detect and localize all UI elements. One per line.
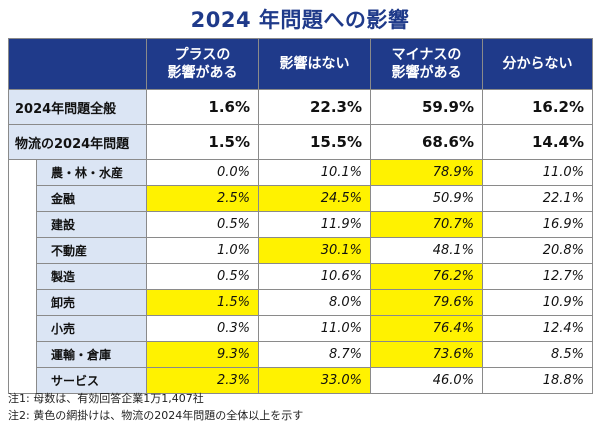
- column-header-line: 影響がある: [391, 65, 462, 81]
- value-cell: 78.9%: [370, 159, 483, 186]
- value-cell: 2.5%: [146, 185, 259, 212]
- value-cell: 0.3%: [146, 315, 259, 342]
- row-label: 建設: [36, 211, 147, 238]
- column-header: プラスの 影響がある: [146, 38, 259, 90]
- table-row: 物流の2024年問題 1.5% 15.5% 68.6% 14.4%: [8, 124, 593, 160]
- indent-cell: [8, 237, 37, 264]
- value-cell: 1.5%: [146, 124, 259, 160]
- value-cell: 68.6%: [370, 124, 483, 160]
- value-cell: 1.5%: [146, 289, 259, 316]
- value-cell: 48.1%: [370, 237, 483, 264]
- table-row: 小売 0.3% 11.0% 76.4% 12.4%: [8, 315, 593, 342]
- value-cell: 76.2%: [370, 263, 483, 290]
- row-label: 農・林・水産: [36, 159, 147, 186]
- footnotes: 注1: 母数は、有効回答企業1万1,407社 注2: 黄色の網掛けは、物流の20…: [8, 390, 592, 424]
- table-row: 建設 0.5% 11.9% 70.7% 16.9%: [8, 211, 593, 238]
- indent-cell: [8, 289, 37, 316]
- value-cell: 73.6%: [370, 341, 483, 368]
- column-header-line: 影響はない: [279, 56, 350, 72]
- row-label: 卸売: [36, 289, 147, 316]
- value-cell: 79.6%: [370, 289, 483, 316]
- row-label: 小売: [36, 315, 147, 342]
- row-label: 物流の2024年問題: [8, 124, 147, 160]
- indent-cell: [8, 159, 37, 186]
- value-cell: 10.9%: [482, 289, 593, 316]
- value-cell: 76.4%: [370, 315, 483, 342]
- indent-cell: [8, 341, 37, 368]
- table-row: 卸売 1.5% 8.0% 79.6% 10.9%: [8, 289, 593, 316]
- value-cell: 1.6%: [146, 89, 259, 125]
- value-cell: 8.5%: [482, 341, 593, 368]
- value-cell: 46.0%: [370, 367, 483, 394]
- table-row: サービス 2.3% 33.0% 46.0% 18.8%: [8, 367, 593, 394]
- column-header: 分からない: [482, 38, 593, 90]
- row-label: サービス: [36, 367, 147, 394]
- value-cell: 11.9%: [258, 211, 371, 238]
- value-cell: 18.8%: [482, 367, 593, 394]
- value-cell: 59.9%: [370, 89, 483, 125]
- indent-cell: [8, 185, 37, 212]
- value-cell: 33.0%: [258, 367, 371, 394]
- table-row: 農・林・水産 0.0% 10.1% 78.9% 11.0%: [8, 159, 593, 186]
- row-label: 金融: [36, 185, 147, 212]
- value-cell: 1.0%: [146, 237, 259, 264]
- column-header: マイナスの影響がある: [370, 38, 483, 90]
- value-cell: 22.3%: [258, 89, 371, 125]
- value-cell: 0.0%: [146, 159, 259, 186]
- value-cell: 16.9%: [482, 211, 593, 238]
- value-cell: 11.0%: [482, 159, 593, 186]
- row-label: 不動産: [36, 237, 147, 264]
- table-row: 金融 2.5% 24.5% 50.9% 22.1%: [8, 185, 593, 212]
- value-cell: 0.5%: [146, 211, 259, 238]
- value-cell: 8.7%: [258, 341, 371, 368]
- value-cell: 50.9%: [370, 185, 483, 212]
- row-label: 2024年問題全般: [8, 89, 147, 125]
- value-cell: 15.5%: [258, 124, 371, 160]
- row-label: 運輸・倉庫: [36, 341, 147, 368]
- table-row: 不動産 1.0% 30.1% 48.1% 20.8%: [8, 237, 593, 264]
- indent-cell: [8, 211, 37, 238]
- value-cell: 0.5%: [146, 263, 259, 290]
- footnote: 注2: 黄色の網掛けは、物流の2024年問題の全体以上を示す: [8, 409, 304, 422]
- value-cell: 10.6%: [258, 263, 371, 290]
- table-row: 製造 0.5% 10.6% 76.2% 12.7%: [8, 263, 593, 290]
- column-header: 影響はない: [258, 38, 371, 90]
- value-cell: 22.1%: [482, 185, 593, 212]
- table-body: 2024年問題全般 1.6% 22.3% 59.9% 16.2% 物流の2024年問題 1.…: [8, 89, 593, 394]
- value-cell: 20.8%: [482, 237, 593, 264]
- value-cell: 9.3%: [146, 341, 259, 368]
- page-title: 2024 年問題への影響: [190, 8, 410, 32]
- value-cell: 12.4%: [482, 315, 593, 342]
- table-row: 2024年問題全般 1.6% 22.3% 59.9% 16.2%: [8, 89, 593, 125]
- column-header-line: マイナスの: [391, 47, 462, 63]
- column-header-line: プラスの: [174, 47, 231, 63]
- survey-table: プラスの影響がある 影響はない マイナスの影響がある 分からない 2024年問題…: [8, 38, 593, 394]
- indent-cell: [8, 367, 37, 394]
- value-cell: 10.1%: [258, 159, 371, 186]
- column-header-line: 分からない: [502, 56, 573, 72]
- row-label: 製造: [36, 263, 147, 290]
- column-header-line: 影響がある: [167, 65, 238, 81]
- value-cell: 70.7%: [370, 211, 483, 238]
- indent-cell: [8, 263, 37, 290]
- value-cell: 16.2%: [482, 89, 593, 125]
- header-row: プラスの影響がある 影響はない マイナスの影響がある 分からない: [8, 38, 593, 90]
- value-cell: 30.1%: [258, 237, 371, 264]
- value-cell: 12.7%: [482, 263, 593, 290]
- indent-cell: [8, 315, 37, 342]
- table-row: 運輸・倉庫 9.3% 8.7% 73.6% 8.5%: [8, 341, 593, 368]
- value-cell: 11.0%: [258, 315, 371, 342]
- value-cell: 24.5%: [258, 185, 371, 212]
- value-cell: 14.4%: [482, 124, 593, 160]
- value-cell: 8.0%: [258, 289, 371, 316]
- header-corner: [8, 38, 147, 90]
- value-cell: 2.3%: [146, 367, 259, 394]
- footnote: 注1: 母数は、有効回答企業1万1,407社: [8, 392, 204, 405]
